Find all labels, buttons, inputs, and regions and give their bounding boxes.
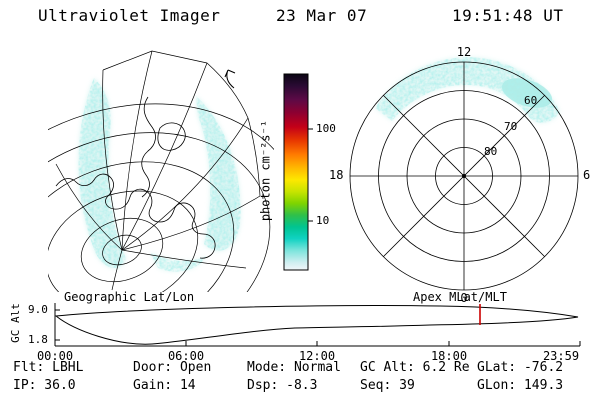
mlt-label-18: 18 [329,168,344,182]
altitude-axes [54,303,581,347]
mlat-label-80: 80 [484,145,498,158]
status-gain: Gain: 14 [133,378,196,393]
mlat-label-70: 70 [504,120,518,133]
pole-center-marker [462,174,466,178]
colorbar-tick-lower: 10 [316,214,330,227]
xtick-0600: 06:00 [167,349,205,363]
geo-grid [48,50,274,292]
status-seq: Seq: 39 [360,378,415,393]
status-flt: Flt: LBHL [13,360,84,375]
colorbar-label: photon cm⁻²s⁻¹ [258,120,273,222]
colorbar-tick-upper: 100 [316,122,336,135]
coastline [55,96,216,259]
xtick-0000: 00:00 [36,349,74,363]
colorbar [283,73,313,271]
apex-polar-panel [349,57,579,291]
header-time: 19:51:48 UT [452,6,564,25]
xtick-1800: 18:00 [430,349,468,363]
orientation-arrow-icon [224,69,236,89]
polar-grid [349,61,579,291]
apex-panel-title: Apex MLat/MLT [413,290,507,304]
header-date: 23 Mar 07 [276,6,368,25]
status-glat: GLat: -76.2 [477,360,564,375]
status-door: Door: Open [133,360,212,375]
status-gcalt: GC Alt: 6.2 Re [360,360,470,375]
status-dsp: Dsp: -8.3 [247,378,318,393]
mlt-label-0: 0 [460,291,468,305]
status-ip: IP: 36.0 [13,378,76,393]
altitude-curve [54,304,579,345]
day-night-boundary [102,50,261,197]
altitude-ylabel: GC Alt [8,303,22,343]
xtick-1200: 12:00 [298,349,336,363]
mlt-label-12: 12 [456,45,472,59]
altitude-ytick-bottom: 1.8 [28,333,48,346]
status-mode: Mode: Normal [247,360,341,375]
status-glon: GLon: 149.3 [477,378,564,393]
mlat-label-60: 60 [524,94,538,107]
colorbar-gradient [283,73,309,271]
geo-panel-title: Geographic Lat/Lon [64,290,195,304]
xtick-2359: 23:59 [542,349,580,363]
mlt-label-6: 6 [583,168,591,182]
altitude-ytick-top: 9.0 [28,303,48,316]
altitude-plot [54,303,581,347]
header-title: Ultraviolet Imager [38,6,221,25]
